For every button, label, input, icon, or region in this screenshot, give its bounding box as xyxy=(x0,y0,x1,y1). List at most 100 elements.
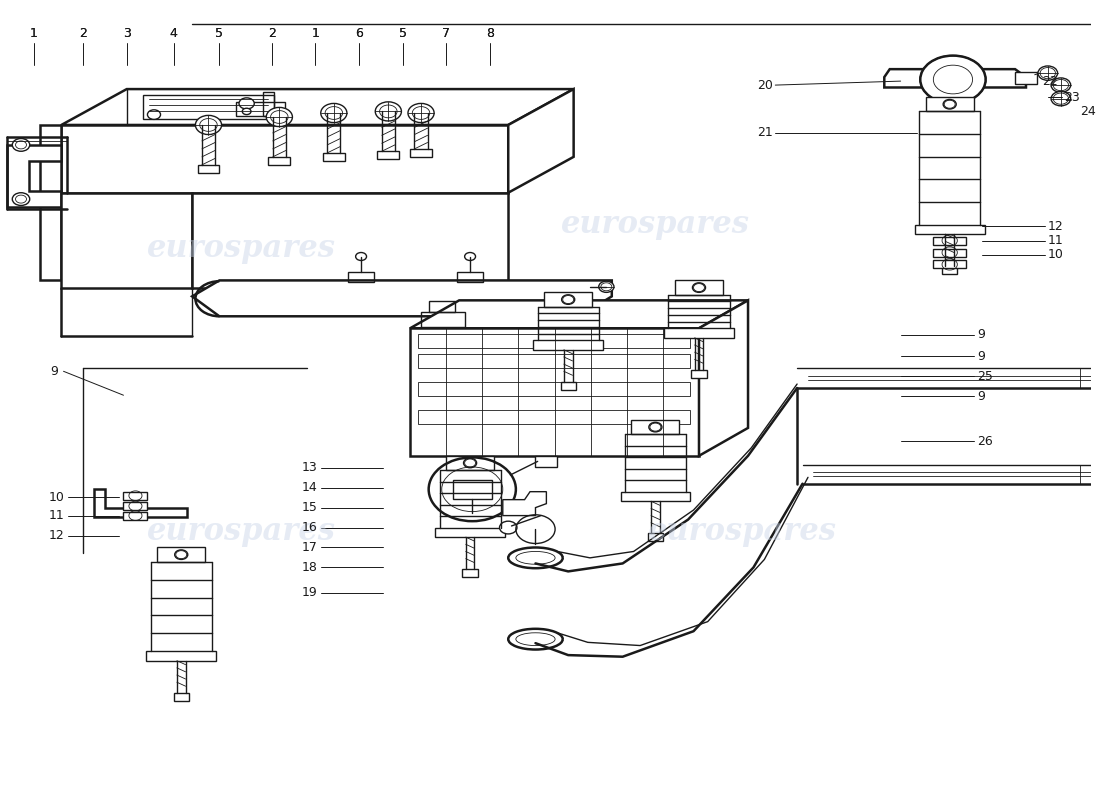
Bar xyxy=(146,651,216,661)
Text: 25: 25 xyxy=(977,370,993,382)
Text: 12: 12 xyxy=(48,529,65,542)
Text: 20: 20 xyxy=(757,78,773,91)
Text: 7: 7 xyxy=(442,26,450,40)
Circle shape xyxy=(375,102,402,121)
Bar xyxy=(198,165,219,173)
Circle shape xyxy=(147,110,161,119)
Text: 9: 9 xyxy=(977,390,985,402)
Text: 5: 5 xyxy=(398,26,407,40)
Text: 26: 26 xyxy=(977,435,992,448)
Text: eurospares: eurospares xyxy=(561,209,750,240)
Circle shape xyxy=(242,108,251,114)
Circle shape xyxy=(921,56,986,103)
Bar xyxy=(323,153,344,161)
Polygon shape xyxy=(698,300,748,456)
Bar xyxy=(348,273,374,282)
Text: 2: 2 xyxy=(79,26,87,40)
Text: 1: 1 xyxy=(311,26,319,40)
Bar xyxy=(664,328,734,338)
Text: 22: 22 xyxy=(1043,74,1058,88)
Polygon shape xyxy=(7,145,62,207)
Circle shape xyxy=(196,115,221,134)
Text: 11: 11 xyxy=(48,509,65,522)
Text: 17: 17 xyxy=(301,541,318,554)
Polygon shape xyxy=(192,193,508,288)
Text: 24: 24 xyxy=(1080,105,1097,118)
Text: eurospares: eurospares xyxy=(648,516,837,547)
Bar xyxy=(410,149,432,157)
Bar xyxy=(933,237,966,245)
Bar xyxy=(536,456,558,467)
Text: eurospares: eurospares xyxy=(146,516,336,547)
Circle shape xyxy=(464,253,475,261)
Text: eurospares: eurospares xyxy=(146,233,336,264)
Bar xyxy=(436,527,505,537)
Polygon shape xyxy=(192,281,612,316)
Polygon shape xyxy=(508,89,573,193)
Bar xyxy=(157,547,206,562)
Bar xyxy=(123,502,147,510)
Bar xyxy=(648,533,663,541)
Text: 2: 2 xyxy=(267,26,276,40)
Bar xyxy=(429,301,454,312)
Bar xyxy=(544,292,592,306)
Circle shape xyxy=(463,458,476,468)
Text: 12: 12 xyxy=(1048,220,1064,233)
Bar xyxy=(942,266,957,274)
Text: 18: 18 xyxy=(301,561,318,574)
Circle shape xyxy=(1052,78,1070,92)
Text: 4: 4 xyxy=(169,26,177,40)
Circle shape xyxy=(692,283,705,292)
Polygon shape xyxy=(62,125,508,193)
Bar xyxy=(418,410,691,424)
Circle shape xyxy=(943,99,956,109)
Text: 6: 6 xyxy=(355,26,363,40)
Bar xyxy=(174,693,189,701)
Circle shape xyxy=(321,103,346,122)
Circle shape xyxy=(649,422,662,432)
Bar xyxy=(418,354,691,368)
Bar xyxy=(447,456,494,470)
Text: 5: 5 xyxy=(216,26,223,40)
Text: 10: 10 xyxy=(48,490,65,504)
Text: 23: 23 xyxy=(1064,90,1080,103)
Polygon shape xyxy=(410,328,698,456)
Text: 19: 19 xyxy=(301,586,318,599)
Text: 5: 5 xyxy=(398,26,407,40)
Bar xyxy=(456,273,483,282)
Bar xyxy=(462,569,477,577)
Bar xyxy=(561,382,575,390)
Bar xyxy=(692,370,706,378)
Text: 6: 6 xyxy=(355,26,363,40)
Text: 7: 7 xyxy=(442,26,450,40)
Text: 14: 14 xyxy=(301,481,318,494)
Bar xyxy=(123,512,147,519)
Text: 4: 4 xyxy=(169,26,177,40)
Bar xyxy=(620,492,691,502)
Bar xyxy=(933,249,966,257)
Circle shape xyxy=(408,103,435,122)
Text: 10: 10 xyxy=(1048,249,1064,262)
Circle shape xyxy=(1052,91,1070,106)
Text: 13: 13 xyxy=(301,462,318,474)
Circle shape xyxy=(239,98,254,109)
Bar xyxy=(143,95,274,119)
Polygon shape xyxy=(94,490,187,517)
Bar xyxy=(123,492,147,500)
Bar xyxy=(675,281,723,294)
Bar xyxy=(534,340,603,350)
Text: 1: 1 xyxy=(30,26,38,40)
Bar xyxy=(268,157,290,165)
Circle shape xyxy=(598,282,614,292)
Bar xyxy=(1015,72,1037,84)
Circle shape xyxy=(12,193,30,206)
Text: 11: 11 xyxy=(1048,234,1064,247)
Text: 9: 9 xyxy=(977,350,985,362)
Bar xyxy=(418,382,691,396)
Text: 3: 3 xyxy=(123,26,131,40)
Text: 8: 8 xyxy=(486,26,494,40)
Text: 2: 2 xyxy=(79,26,87,40)
Bar xyxy=(235,102,285,116)
Text: 15: 15 xyxy=(301,501,318,514)
Text: 3: 3 xyxy=(123,26,131,40)
